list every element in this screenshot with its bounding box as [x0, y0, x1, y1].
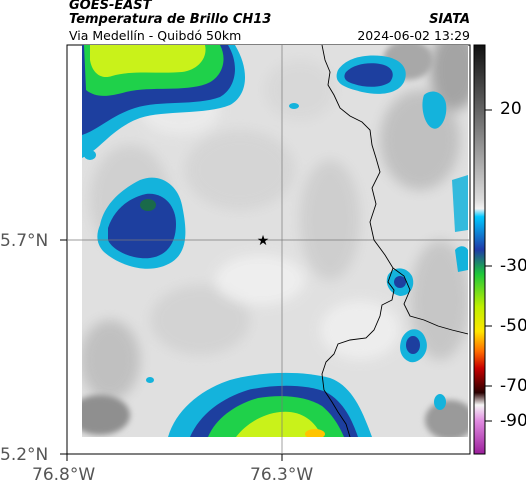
colorbar-label: -70 [500, 376, 526, 396]
colorbar-label: -50 [500, 316, 526, 336]
route-subtitle: Via Medellín - Quibdó 50km [69, 28, 242, 43]
organization-label: SIATA [429, 12, 470, 27]
satellite-name: GOES-EAST [69, 0, 152, 13]
product-title: Temperatura de Brillo CH13 [69, 12, 272, 27]
colorbar-label: -90 [500, 411, 526, 431]
colorbar-ramp [473, 44, 486, 455]
timestamp: 2024-06-02 13:29 [357, 28, 470, 43]
satellite-imagery [82, 45, 468, 437]
location-star-icon: ★ [257, 233, 270, 249]
lat-tick-label: 5.2°N [0, 445, 49, 465]
department-border [321, 45, 468, 437]
lon-tick-label: 76.3°W [250, 465, 314, 485]
lon-tick-label: 76.8°W [32, 465, 96, 485]
lat-tick-label: 5.7°N [0, 231, 49, 251]
colorbar-ticks [485, 109, 492, 422]
colorbar-label: -30 [500, 256, 526, 276]
colorbar-label: 20 [500, 99, 522, 119]
axis-ticks [60, 239, 283, 461]
